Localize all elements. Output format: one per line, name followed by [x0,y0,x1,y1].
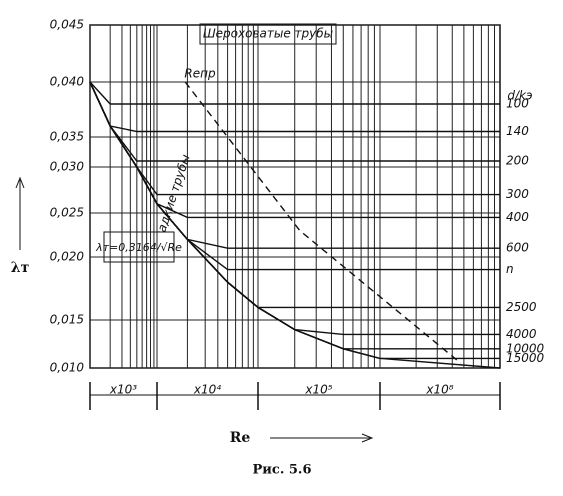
legend-label: n [506,262,514,276]
boundary-label: Reпр [184,67,216,81]
formula: λт=0,3164/√Re [95,241,182,254]
legend-label: 300 [506,187,529,201]
legend-label: 15000 [506,351,545,365]
x-axis-label: Re [230,430,251,446]
y-tick-label: 0,040 [50,75,85,89]
legend-label: 2500 [506,300,537,314]
chart-title: Шероховатые трубы [203,27,333,41]
x-arrow-head [361,433,374,443]
y-tick-label: 0,035 [50,130,84,144]
caption: Рис. 5.6 [252,463,311,478]
band-label: x10⁵ [304,383,332,397]
y-tick-label: 0,010 [50,361,85,375]
y-arrow-head [15,176,25,189]
legend-label: 600 [506,241,529,255]
band-label: x10⁴ [193,383,221,397]
title-box [199,23,337,45]
smooth-curve [89,81,501,369]
y-tick-label: 0,030 [50,160,85,174]
legend-label: 100 [506,97,529,111]
legend-label: 140 [506,124,529,138]
legend-label: 400 [506,210,529,224]
y-tick-label: 0,020 [50,250,85,264]
rough-curve [89,81,500,133]
band-label: x10³ [109,383,137,397]
band-label: x10⁸ [425,383,453,397]
legend-label: 200 [506,154,529,168]
y-tick-label: 0,015 [50,313,84,327]
y-tick-label: 0,025 [50,206,84,220]
y-axis-label: λт [11,260,30,276]
rough-curve [89,81,500,162]
legend-label: 10000 [506,341,545,355]
legend-title: d/kэ [507,89,532,103]
boundary-line [184,81,462,364]
rough-curve [89,81,500,105]
legend-label: 4000 [506,327,537,341]
y-tick-label: 0,045 [50,18,84,32]
